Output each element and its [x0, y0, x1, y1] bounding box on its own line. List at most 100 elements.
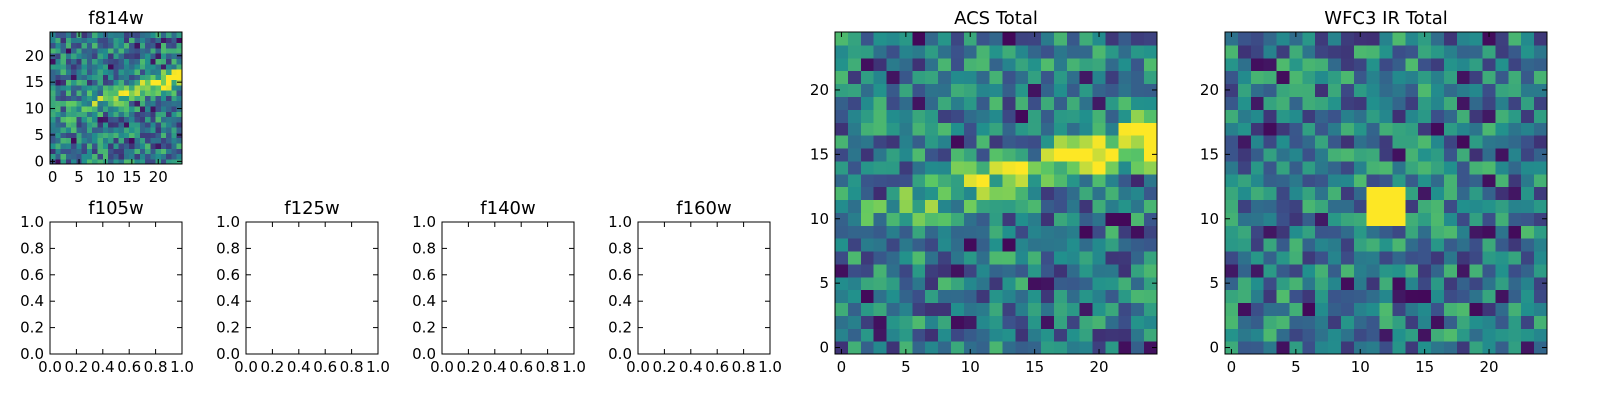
- heatmap-cell: [123, 37, 130, 44]
- heatmap-cell: [1079, 199, 1094, 213]
- heatmap-cell: [925, 186, 939, 201]
- heatmap-cell: [118, 142, 125, 149]
- heatmap-cell: [1015, 289, 1029, 304]
- heatmap-cell: [65, 100, 72, 107]
- heatmap-cell: [1379, 250, 1394, 265]
- y-tick-label: 0.6: [608, 266, 632, 284]
- y-tick-label: 0.4: [608, 292, 632, 310]
- heatmap-cell: [1353, 302, 1368, 316]
- heatmap-cell: [899, 212, 913, 226]
- heatmap-cell: [899, 70, 913, 85]
- heatmap-cell: [1340, 135, 1355, 149]
- heatmap-cell: [1302, 109, 1316, 123]
- heatmap-cell: [912, 57, 926, 72]
- heatmap-cell: [102, 148, 109, 155]
- heatmap-cell: [81, 53, 88, 59]
- heatmap-cell: [155, 47, 162, 54]
- axes-frame: [441, 221, 575, 355]
- y-tick-label: 20: [1200, 81, 1219, 99]
- heatmap-cell: [60, 90, 67, 96]
- heatmap-cell: [1041, 328, 1055, 342]
- heatmap-cell: [1469, 263, 1484, 278]
- heatmap-cell: [97, 142, 104, 149]
- heatmap-cell: [92, 137, 99, 144]
- heatmap-cell: [76, 84, 83, 91]
- heatmap-cell: [1508, 341, 1522, 355]
- heatmap-cell: [1289, 341, 1303, 355]
- heatmap-cell: [1092, 276, 1107, 291]
- heatmap-cell: [60, 116, 67, 123]
- heatmap-cell: [71, 53, 77, 59]
- heatmap-cell: [176, 100, 183, 107]
- heatmap-cell: [118, 127, 125, 133]
- heatmap-cell: [1131, 70, 1145, 85]
- heatmap-cell: [1366, 250, 1381, 265]
- heatmap-cell: [1144, 238, 1158, 252]
- heatmap-cell: [134, 127, 141, 133]
- heatmap-cell: [171, 127, 178, 133]
- heatmap-cell: [92, 95, 99, 102]
- heatmap-cell: [102, 63, 109, 70]
- heatmap-cell: [1315, 199, 1329, 213]
- heatmap-cell: [989, 96, 1004, 110]
- heatmap-cell: [118, 79, 125, 86]
- heatmap-cell: [1366, 302, 1381, 316]
- heatmap-cell: [1469, 173, 1484, 188]
- heatmap-cell: [1144, 341, 1158, 355]
- heatmap-cell: [1118, 302, 1132, 316]
- heatmap-cell: [1041, 250, 1055, 265]
- panel-title: f160w: [676, 198, 731, 219]
- heatmap-cell: [145, 95, 151, 102]
- heatmap-cell: [108, 158, 114, 165]
- heatmap-cell: [912, 32, 926, 46]
- heatmap-cell: [102, 53, 109, 59]
- heatmap-cell: [989, 109, 1004, 123]
- heatmap-cell: [155, 84, 162, 91]
- heatmap-cell: [1079, 44, 1094, 59]
- heatmap-cell: [102, 132, 109, 139]
- heatmap-cell: [1225, 83, 1239, 97]
- heatmap-cell: [1340, 147, 1355, 162]
- heatmap-cell: [1534, 341, 1548, 355]
- heatmap-cell: [1534, 289, 1548, 304]
- heatmap-cell: [1379, 147, 1394, 162]
- heatmap-cell: [1066, 83, 1081, 97]
- heatmap-cell: [1366, 263, 1381, 278]
- heatmap-cell: [1521, 238, 1535, 252]
- heatmap-cell: [1053, 96, 1068, 110]
- heatmap-cell: [1392, 147, 1406, 162]
- heatmap-cell: [1092, 238, 1107, 252]
- heatmap-cell: [1276, 109, 1290, 123]
- heatmap-cell: [1053, 199, 1068, 213]
- heatmap-cell: [92, 58, 99, 65]
- heatmap-cell: [1053, 109, 1068, 123]
- heatmap-cell: [976, 70, 991, 85]
- heatmap-cell: [92, 90, 99, 96]
- heatmap-cell: [86, 121, 93, 128]
- heatmap-cell: [160, 137, 167, 144]
- heatmap-cell: [176, 42, 183, 49]
- heatmap-cell: [1534, 328, 1548, 342]
- heatmap-cell: [1508, 289, 1522, 304]
- heatmap-cell: [1066, 173, 1081, 188]
- heatmap-cell: [134, 95, 141, 102]
- heatmap-cell: [92, 47, 99, 54]
- heatmap-cell: [860, 225, 875, 239]
- heatmap-cell: [50, 68, 56, 75]
- heatmap-cell: [1353, 109, 1368, 123]
- heatmap-cell: [976, 225, 991, 239]
- heatmap-cell: [1328, 44, 1342, 59]
- heatmap-cell: [1328, 263, 1342, 278]
- heatmap-cell: [1041, 135, 1055, 149]
- heatmap-cell: [938, 122, 952, 136]
- heatmap-cell: [171, 121, 178, 128]
- heatmap-cell: [1328, 238, 1342, 252]
- heatmap-cell: [1289, 70, 1303, 85]
- heatmap-cell: [1066, 160, 1081, 175]
- heatmap-cell: [129, 58, 136, 65]
- heatmap-cell: [1521, 83, 1535, 97]
- heatmap-cell: [1482, 263, 1497, 278]
- heatmap-cell: [60, 68, 67, 75]
- heatmap-cell: [108, 42, 114, 49]
- heatmap-cell: [118, 53, 125, 59]
